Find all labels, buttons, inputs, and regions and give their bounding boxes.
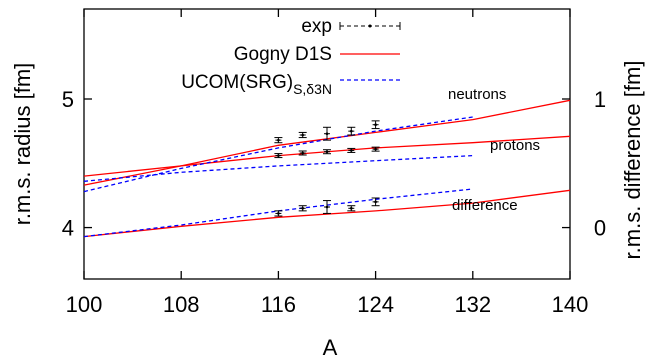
y-right-tick-label-1: 1 [594, 87, 606, 112]
annotation-difference: difference [452, 197, 518, 214]
y-right-tick-label-0: 0 [594, 216, 606, 241]
curves [83, 99, 571, 238]
exp-point-difference-122 [347, 205, 356, 212]
exp-point-difference-124-dot [374, 200, 377, 204]
exp-point-neutrons-120 [323, 126, 331, 141]
exp-point-protons-122-dot [350, 149, 353, 152]
plot-frame [83, 8, 571, 280]
y-axis-title-right: r.m.s. difference [fm] [620, 61, 645, 260]
x-tick-label-116: 116 [261, 292, 296, 317]
legend-key-exp [339, 22, 401, 30]
axis-ticks: 100 108 116 124 132 140 4 5 0 1 [62, 9, 606, 317]
exp-point-protons-120-dot [325, 150, 329, 154]
exp-point-neutrons-118 [298, 131, 307, 139]
legend-label-ucom-sub: S,δ3N [293, 81, 332, 97]
exp-point-neutrons-122-dot [350, 129, 353, 133]
series-ucom-neutrons [83, 116, 473, 193]
legend: exp Gogny D1S UCOM(SRG)S,δ3N [181, 16, 401, 97]
exp-point-difference-118 [298, 205, 307, 212]
exp-point-neutrons-124 [371, 120, 380, 130]
exp-point-neutrons-116-dot [277, 138, 280, 142]
exp-point-protons-124-dot [374, 147, 377, 151]
exp-point-protons-124 [371, 146, 380, 152]
exp-point-difference-122-dot [350, 206, 353, 210]
legend-label-ucom: UCOM(SRG)S,δ3N [181, 72, 332, 97]
series-ucom-protons [83, 154, 473, 182]
exp-point-protons-118-dot [301, 151, 305, 155]
exp-point-protons-116-dot [277, 154, 280, 157]
x-tick-label-132: 132 [454, 292, 491, 317]
y-left-tick-label-5: 5 [62, 87, 74, 112]
exp-point-difference-116 [274, 210, 283, 217]
exp-point-difference-116-dot [277, 212, 280, 215]
exp-point-difference-124 [371, 197, 380, 207]
x-tick-label-100: 100 [66, 292, 103, 317]
exp-point-neutrons-116 [274, 137, 283, 144]
x-tick-label-140: 140 [552, 292, 589, 317]
x-axis-title: A [323, 335, 338, 360]
exp-point-difference-118-dot [301, 206, 305, 210]
legend-label-gogny: Gogny D1S [234, 44, 332, 65]
exp-marks [274, 120, 380, 217]
exp-point-neutrons-122 [347, 126, 356, 136]
y-left-tick-label-4: 4 [62, 216, 74, 241]
annotation-protons: protons [490, 137, 540, 154]
exp-point-difference-120-dot [325, 205, 329, 209]
exp-point-neutrons-118-dot [301, 133, 305, 137]
exp-point-neutrons-124-dot [374, 123, 377, 127]
exp-point-protons-118 [298, 150, 307, 156]
annotation-neutrons: neutrons [448, 86, 506, 103]
exp-point-protons-120 [323, 149, 331, 155]
x-tick-label-124: 124 [357, 292, 394, 317]
legend-label-exp: exp [301, 16, 332, 37]
series-gogny-difference [83, 189, 571, 238]
exp-point-protons-116 [274, 153, 283, 159]
exp-point-difference-120 [323, 200, 331, 214]
legend-label-ucom-main: UCOM(SRG) [181, 72, 293, 93]
exp-point-neutrons-120-dot [325, 132, 329, 136]
y-axis-title-left: r.m.s. radius [fm] [10, 63, 35, 226]
x-tick-label-108: 108 [163, 292, 200, 317]
legend-exp-dot [368, 24, 372, 28]
exp-point-protons-122 [347, 147, 356, 153]
